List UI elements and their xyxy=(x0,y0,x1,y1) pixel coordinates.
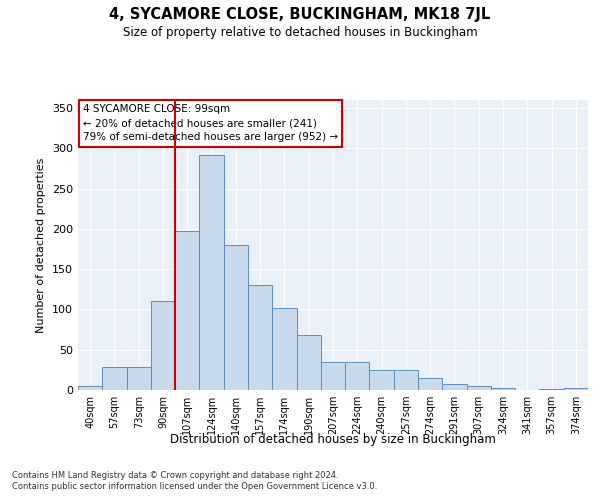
Bar xyxy=(199,155,224,390)
Bar xyxy=(175,230,199,390)
Text: Distribution of detached houses by size in Buckingham: Distribution of detached houses by size … xyxy=(170,432,496,446)
Bar xyxy=(394,370,418,390)
Bar xyxy=(442,384,467,390)
Text: 4 SYCAMORE CLOSE: 99sqm
← 20% of detached houses are smaller (241)
79% of semi-d: 4 SYCAMORE CLOSE: 99sqm ← 20% of detache… xyxy=(83,104,338,142)
Bar xyxy=(467,386,491,390)
Text: Contains public sector information licensed under the Open Government Licence v3: Contains public sector information licen… xyxy=(12,482,377,491)
Bar xyxy=(564,388,588,390)
Bar xyxy=(248,286,272,390)
Bar xyxy=(491,388,515,390)
Bar xyxy=(78,386,102,390)
Bar xyxy=(127,368,151,390)
Bar xyxy=(321,362,345,390)
Y-axis label: Number of detached properties: Number of detached properties xyxy=(37,158,46,332)
Bar xyxy=(345,362,370,390)
Bar xyxy=(418,378,442,390)
Bar xyxy=(370,370,394,390)
Bar xyxy=(102,368,127,390)
Bar xyxy=(296,335,321,390)
Text: Size of property relative to detached houses in Buckingham: Size of property relative to detached ho… xyxy=(122,26,478,39)
Bar xyxy=(224,245,248,390)
Bar xyxy=(151,302,175,390)
Text: 4, SYCAMORE CLOSE, BUCKINGHAM, MK18 7JL: 4, SYCAMORE CLOSE, BUCKINGHAM, MK18 7JL xyxy=(109,8,491,22)
Bar xyxy=(272,308,296,390)
Text: Contains HM Land Registry data © Crown copyright and database right 2024.: Contains HM Land Registry data © Crown c… xyxy=(12,470,338,480)
Bar xyxy=(539,389,564,390)
